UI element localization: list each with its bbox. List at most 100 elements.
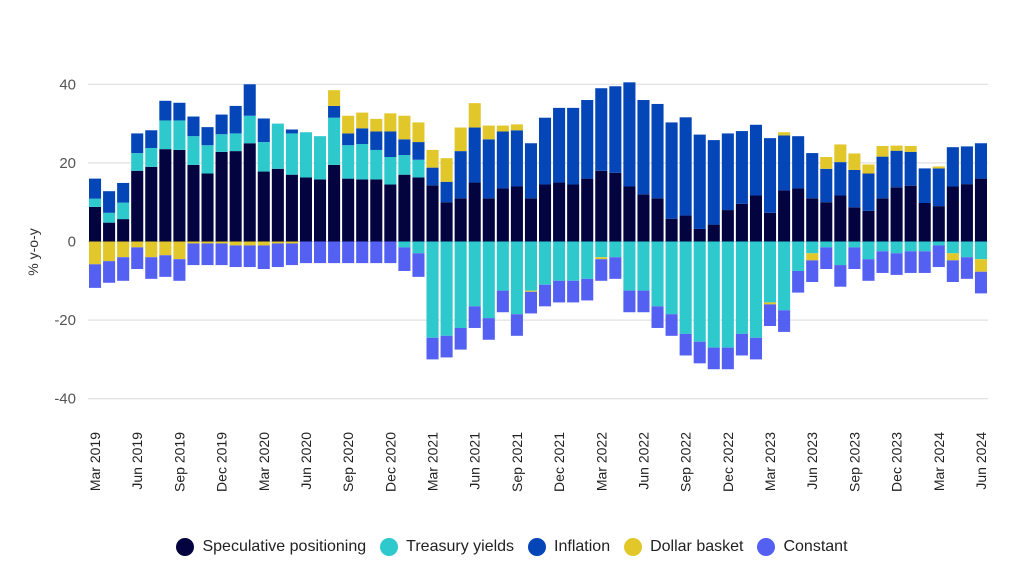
bar-segment-constant [890,253,903,275]
bar-segment-dollar-basket [215,241,228,244]
bar-segment-dollar-basket [454,127,467,152]
bar-segment-dollar-basket [117,241,130,258]
bar-segment-constant [595,259,608,281]
bar-segment-constant [876,251,889,273]
bar-segment-inflation [454,151,467,199]
bar-segment-constant [820,247,833,270]
bar-segment-treasury-yields [454,241,467,328]
x-tick-label: Sep 2022 [678,432,694,492]
bar-segment-inflation [131,133,144,154]
bar-segment-dollar-basket [524,290,537,292]
bar-segment-inflation [707,140,720,225]
bar-segment-speculative-positioning [299,177,312,242]
bar-segment-speculative-positioning [285,174,298,242]
bar-segment-dollar-basket [173,241,186,260]
bar-segment-constant [314,241,327,264]
bar-segment-treasury-yields [103,212,116,223]
bar-segment-constant [440,335,453,358]
legend-item-constant[interactable]: Constant [757,538,848,556]
bar-segment-constant [932,245,945,268]
bar-segment-constant [623,290,636,313]
bar-segment-inflation [370,131,383,150]
bar-segment-dollar-basket [440,158,453,182]
bar-segment-inflation [117,182,130,203]
legend-swatch [757,538,776,556]
bar-segment-treasury-yields [862,241,875,260]
bar-segment-dollar-basket [764,302,777,305]
bar-segment-constant [665,314,678,336]
x-tick-label: Mar 2024 [931,432,947,491]
bar-segment-dollar-basket [862,164,875,174]
bar-segment-treasury-yields [651,241,664,307]
bar-segment-treasury-yields [609,241,622,258]
legend-swatch [528,538,547,556]
bar-segment-treasury-yields [159,120,172,150]
bar-segment-treasury-yields [370,149,383,180]
bar-segment-constant [215,243,228,266]
legend-item-treasury[interactable]: Treasury yields [380,538,514,556]
bar-segment-speculative-positioning [440,202,453,242]
bar-segment-inflation [524,143,537,199]
bar-segment-speculative-positioning [117,219,130,242]
x-tick-label: Sep 2020 [340,432,356,492]
x-tick-label: Jun 2020 [298,432,314,490]
bar-segment-dollar-basket [328,90,341,106]
bar-segment-dollar-basket [342,115,355,134]
bar-segment-speculative-positioning [370,179,383,242]
bar-segment-constant [862,259,875,281]
x-tick-label: Sep 2019 [171,432,187,492]
bar-segment-inflation [890,150,903,188]
bar-segment-treasury-yields [524,241,537,291]
bar-segment-treasury-yields [412,159,425,178]
bar-segment-inflation [806,153,819,199]
bar-segment-dollar-basket [103,241,116,262]
bar-segment-speculative-positioning [524,198,537,242]
bar-segment-treasury-yields [932,241,945,246]
bar-segment-inflation [637,100,650,195]
bar-segment-constant [651,306,664,328]
bar-segment-dollar-basket [946,253,959,261]
bar-segment-constant [946,260,959,282]
bar-segment-inflation [820,168,833,203]
bar-segment-speculative-positioning [665,218,678,242]
bar-segment-inflation [553,107,566,183]
bar-segment-constant [679,333,692,356]
bar-segment-dollar-basket [932,166,945,169]
bar-segment-speculative-positioning [131,170,144,242]
x-tick-label: Mar 2020 [256,432,272,491]
bar-segment-treasury-yields [342,145,355,179]
bar-segment-dollar-basket [131,241,144,248]
bar-segment-treasury-yields [440,241,453,336]
legend: Speculative positioning Treasury yields … [0,538,1024,556]
bar-segment-speculative-positioning [314,179,327,242]
bar-segment-inflation [693,134,706,229]
legend-item-dollar[interactable]: Dollar basket [624,538,743,556]
bar-segment-inflation [651,103,664,199]
legend-item-inflation[interactable]: Inflation [528,538,610,556]
x-tick-label: Sep 2023 [846,432,862,492]
bar-segment-speculative-positioning [243,143,256,242]
bar-segment-treasury-yields [539,241,552,285]
bar-segment-treasury-yields [820,241,833,248]
bar-segment-speculative-positioning [946,186,959,242]
x-tick-label: Dec 2021 [551,432,567,492]
legend-item-speculative[interactable]: Speculative positioning [176,538,366,556]
bar-segment-speculative-positioning [778,190,791,242]
bar-segment-treasury-yields [693,241,706,342]
bar-segment-inflation [764,138,777,213]
bar-segment-treasury-yields [510,241,523,315]
bar-segment-treasury-yields [229,133,242,152]
bar-segment-treasury-yields [567,241,580,281]
bar-segment-inflation [778,135,791,191]
bar-segment-speculative-positioning [820,202,833,242]
y-tick-label: 0 [68,234,76,251]
bar-segment-treasury-yields [721,241,734,348]
x-tick-label: Jun 2023 [804,432,820,490]
bar-segment-constant [370,241,383,264]
bar-segment-constant [89,264,102,288]
bar-segment-speculative-positioning [539,184,552,242]
bar-segment-treasury-yields [778,241,791,311]
bar-segment-constant [271,243,284,268]
bar-segment-speculative-positioning [848,207,861,242]
bar-segment-inflation [426,167,439,186]
